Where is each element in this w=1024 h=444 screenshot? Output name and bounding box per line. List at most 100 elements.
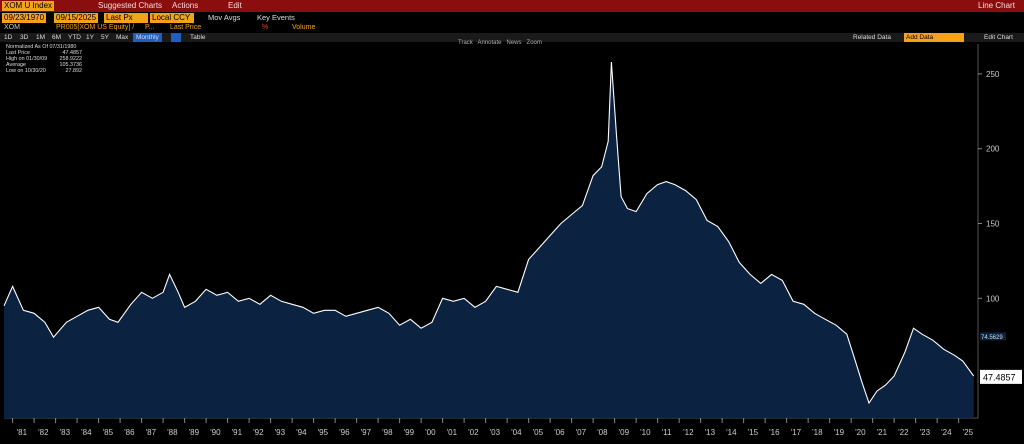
key-events-button[interactable]: Key Events [257, 13, 295, 22]
x-tick-label: '19 [834, 428, 845, 437]
chart-legend: Normalized As Of 07/31/1980 Last Price 47… [6, 44, 82, 78]
x-tick-label: '90 [210, 428, 221, 437]
suggested-charts-link[interactable]: Suggested Charts [98, 1, 163, 10]
ref-value-badge [980, 332, 1006, 341]
legend-label: High on 01/30/09 [6, 56, 48, 62]
x-tick-label: '02 [468, 428, 479, 437]
price-line [3, 61, 975, 405]
mov-avgs-button[interactable]: Mov Avgs [208, 13, 241, 22]
x-tick-label: '24 [941, 428, 952, 437]
period-3d[interactable]: 3D [20, 34, 29, 41]
period-6m[interactable]: 6M [52, 34, 62, 41]
x-tick-label: '95 [318, 428, 329, 437]
x-tick-label: '20 [855, 428, 866, 437]
security-field[interactable]: XOM U Index [2, 1, 55, 11]
edit-menu[interactable]: Edit [228, 1, 242, 10]
legend-value: 27.892 [65, 68, 83, 74]
x-tick-label: '22 [898, 428, 909, 437]
period-5y[interactable]: 5Y [101, 34, 109, 41]
legend-row: High on 01/30/09 258.9222 [6, 56, 82, 62]
period-ytd[interactable]: YTD [68, 34, 81, 41]
series-ticker: XOM [4, 24, 20, 31]
x-tick-label: '15 [748, 428, 759, 437]
x-tick-label: '12 [683, 428, 694, 437]
x-tick-label: '99 [404, 428, 415, 437]
y-tick-label: 100 [986, 294, 1000, 303]
x-tick-label: '13 [705, 428, 716, 437]
x-tick-label: '25 [963, 428, 974, 437]
ref-value-label: 74.5629 [981, 335, 1003, 341]
start-date-field[interactable]: 09/23/1970 [2, 13, 47, 23]
x-tick-label: '07 [576, 428, 587, 437]
x-tick-label: '96 [339, 428, 350, 437]
x-tick-label: '14 [726, 428, 737, 437]
edit-chart-button[interactable]: Edit Chart [984, 34, 1013, 41]
x-tick-label: '05 [533, 428, 544, 437]
x-tick-label: '03 [490, 428, 501, 437]
x-tick-label: '00 [425, 428, 436, 437]
x-tick-label: '21 [877, 428, 888, 437]
x-tick-label: '89 [189, 428, 200, 437]
track-tool[interactable]: Track [458, 40, 473, 46]
legend-label: Low on 10/30/20 [6, 68, 46, 74]
legend-value: 258.9222 [59, 56, 82, 62]
legend-row: Low on 10/30/20 27.892 [6, 68, 82, 74]
period-1y[interactable]: 1Y [86, 34, 94, 41]
related-data-button[interactable]: Related Data [853, 34, 891, 41]
x-tick-label: '94 [296, 428, 307, 437]
annotate-tool[interactable]: Annotate [477, 40, 502, 46]
chart-type-label: Line Chart [978, 1, 1015, 10]
period-bar: 1D 3D 1M 6M YTD 1Y 5Y Max Monthly Table … [0, 33, 1024, 42]
currency-select[interactable]: Local CCY [150, 13, 194, 23]
y-tick-label: 150 [986, 220, 1000, 229]
period-1d[interactable]: 1D [4, 34, 13, 41]
y-tick-label: 200 [986, 145, 1000, 154]
add-data-field[interactable]: Add Data [904, 33, 964, 42]
x-tick-label: '06 [554, 428, 565, 437]
x-tick-label: '01 [447, 428, 458, 437]
y-tick-label: 250 [986, 70, 1000, 79]
x-tick-label: '09 [619, 428, 630, 437]
legend-value: 105.3736 [59, 62, 82, 68]
legend-value: 47.4857 [62, 50, 83, 56]
title-bar: XOM U Index Suggested Charts Actions Edi… [0, 0, 1024, 12]
x-tick-label: '91 [232, 428, 243, 437]
series-volume: Volume [292, 24, 316, 31]
x-tick-label: '85 [103, 428, 114, 437]
legend-row: Average 105.3736 [6, 62, 82, 68]
news-tool[interactable]: News [506, 40, 522, 46]
x-tick-label: '04 [511, 428, 522, 437]
period-max[interactable]: Max [116, 34, 129, 41]
zoom-tool[interactable]: Zoom [526, 40, 542, 46]
x-tick-label: '97 [361, 428, 372, 437]
x-tick-label: '86 [124, 428, 135, 437]
x-tick-label: '87 [146, 428, 157, 437]
period-1m[interactable]: 1M [36, 34, 46, 41]
table-button[interactable]: Table [190, 34, 206, 41]
x-tick-label: '10 [640, 428, 651, 437]
controls-bar: 09/23/1970 09/15/2025 Last Px Local CCY … [0, 12, 1024, 23]
series-expression-2[interactable]: P... [145, 24, 155, 31]
price-area [4, 62, 974, 418]
series-expression[interactable]: PR005[XOM US Equity] / [56, 24, 135, 31]
x-tick-label: '16 [769, 428, 780, 437]
field-select[interactable]: Last Px [104, 13, 148, 23]
x-tick-label: '93 [275, 428, 286, 437]
last-value-badge [980, 369, 1022, 384]
x-tick-label: '81 [17, 428, 28, 437]
chart-style-button[interactable] [171, 33, 181, 42]
end-date-field[interactable]: 09/15/2025 [54, 13, 99, 23]
x-tick-label: '92 [253, 428, 264, 437]
x-tick-label: '23 [920, 428, 931, 437]
legend-row: Last Price 47.4857 [6, 50, 82, 56]
legend-title: Normalized As Of 07/31/1980 [6, 44, 77, 50]
legend-label: Average [6, 62, 26, 68]
x-tick-label: '82 [38, 428, 49, 437]
frequency-select[interactable]: Monthly [133, 33, 162, 42]
chart-toolbar: Track Annotate News Zoom [458, 40, 542, 46]
last-value-label: 47.4857 [983, 372, 1016, 382]
x-tick-label: '18 [812, 428, 823, 437]
actions-menu[interactable]: Actions [172, 1, 199, 10]
legend-label: Last Price [6, 50, 30, 56]
